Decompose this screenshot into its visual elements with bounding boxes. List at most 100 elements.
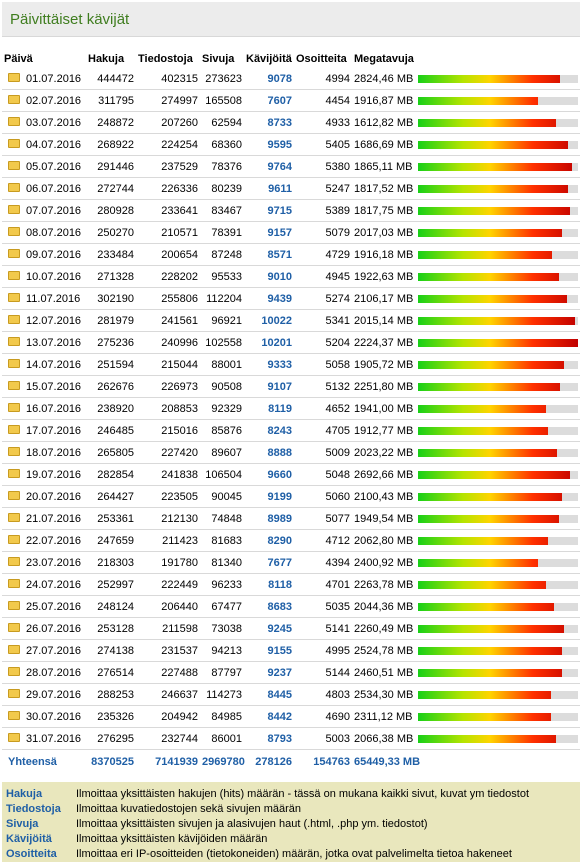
cell-osoitteita: 4652	[294, 397, 352, 420]
cell-sivuja: 94213	[200, 639, 244, 662]
date-text: 11.07.2016	[26, 292, 81, 305]
cell-hakuja: 218303	[86, 551, 136, 574]
cell-kavijoita: 9155	[244, 639, 294, 662]
cell-tiedostoja: 241838	[136, 463, 200, 486]
cell-date: 23.07.2016	[2, 551, 86, 574]
table-row: 01.07.2016 444472 402315 273623 9078 4994 2824…	[2, 68, 580, 90]
traffic-bar	[418, 404, 578, 413]
folder-icon	[8, 183, 20, 193]
cell-date: 22.07.2016	[2, 529, 86, 552]
date-text: 20.07.2016	[26, 490, 82, 503]
cell-sivuja: 114273	[200, 683, 244, 706]
daily-visitors-table: Päivä Hakuja Tiedostoja Sivuja Kävijöitä…	[2, 50, 580, 774]
totals-row: Yhteensä 8370525 7141939 2969780 278126 15476…	[2, 750, 580, 775]
cell-megatavuja: 2015,14 MB	[352, 309, 414, 332]
cell-date: 10.07.2016	[2, 265, 86, 288]
cell-kavijoita: 8119	[244, 397, 294, 420]
cell-bar	[414, 617, 580, 640]
cell-osoitteita: 4712	[294, 529, 352, 552]
cell-date: 06.07.2016	[2, 177, 86, 200]
cell-hakuja: 282854	[86, 463, 136, 486]
date-text: 07.07.2016	[26, 204, 82, 217]
cell-kavijoita: 9245	[244, 617, 294, 640]
cell-osoitteita: 5144	[294, 661, 352, 684]
cell-megatavuja: 1612,82 MB	[352, 111, 414, 134]
traffic-bar-fill	[418, 96, 538, 105]
table-row: 19.07.2016 282854 241838 106504 9660 5048 2692…	[2, 463, 580, 486]
traffic-bar-fill	[418, 448, 558, 457]
date-text: 23.07.2016	[26, 556, 82, 569]
cell-kavijoita: 8683	[244, 595, 294, 618]
folder-icon	[8, 667, 20, 677]
traffic-bar-fill	[418, 514, 559, 523]
table-row: 28.07.2016 276514 227488 87797 9237 5144 2460,…	[2, 661, 580, 684]
cell-megatavuja: 2224,37 MB	[352, 331, 414, 354]
header-osoitteita: Osoitteita	[296, 53, 347, 65]
traffic-bar	[418, 294, 578, 303]
cell-osoitteita: 5035	[294, 595, 352, 618]
traffic-bar-fill	[418, 316, 575, 325]
traffic-bar	[418, 338, 578, 347]
cell-osoitteita: 4729	[294, 243, 352, 266]
traffic-bar-fill	[418, 558, 538, 567]
table-row: 06.07.2016 272744 226336 80239 9611 5247 1817,…	[2, 177, 580, 200]
cell-kavijoita: 9595	[244, 133, 294, 156]
cell-tiedostoja: 228202	[136, 265, 200, 288]
traffic-bar	[418, 602, 578, 611]
header-hakuja: Hakuja	[88, 53, 125, 65]
date-text: 26.07.2016	[26, 622, 82, 635]
cell-hakuja: 252997	[86, 573, 136, 596]
date-text: 24.07.2016	[26, 578, 82, 591]
cell-megatavuja: 2400,92 MB	[352, 551, 414, 574]
folder-icon	[8, 337, 20, 347]
cell-bar	[414, 463, 580, 486]
date-text: 13.07.2016	[26, 336, 82, 349]
cell-sivuja: 73038	[200, 617, 244, 640]
traffic-bar	[418, 426, 578, 435]
cell-kavijoita: 8118	[244, 573, 294, 596]
cell-osoitteita: 5405	[294, 133, 352, 156]
cell-tiedostoja: 255806	[136, 287, 200, 310]
cell-megatavuja: 1817,52 MB	[352, 177, 414, 200]
cell-bar	[414, 111, 580, 134]
legend-key: Kävijöitä	[6, 833, 52, 845]
cell-osoitteita: 4394	[294, 551, 352, 574]
cell-sivuja: 273623	[200, 68, 244, 90]
cell-sivuja: 84985	[200, 705, 244, 728]
cell-kavijoita: 9660	[244, 463, 294, 486]
page-title-bar: Päivittäiset kävijät	[2, 2, 580, 37]
cell-hakuja: 248124	[86, 595, 136, 618]
cell-date: 11.07.2016	[2, 287, 86, 310]
legend-desc: Ilmoittaa yksittäisten sivujen ja alasiv…	[76, 818, 428, 830]
date-text: 27.07.2016	[26, 644, 82, 657]
cell-kavijoita: 8243	[244, 419, 294, 442]
folder-icon	[8, 249, 20, 259]
traffic-bar	[418, 580, 578, 589]
cell-megatavuja: 1817,75 MB	[352, 199, 414, 222]
folder-icon	[8, 645, 20, 655]
table-row: 02.07.2016 311795 274997 165508 7607 4454 1916…	[2, 89, 580, 112]
table-row: 16.07.2016 238920 208853 92329 8119 4652 1941,…	[2, 397, 580, 420]
cell-date: 13.07.2016	[2, 331, 86, 354]
cell-kavijoita: 8290	[244, 529, 294, 552]
cell-megatavuja: 2263,78 MB	[352, 573, 414, 596]
cell-bar	[414, 309, 580, 332]
table-row: 25.07.2016 248124 206440 67477 8683 5035 2044,…	[2, 595, 580, 618]
cell-date: 25.07.2016	[2, 595, 86, 618]
cell-date: 08.07.2016	[2, 221, 86, 244]
cell-kavijoita: 9157	[244, 221, 294, 244]
table-row: 22.07.2016 247659 211423 81683 8290 4712 2062,…	[2, 529, 580, 552]
cell-date: 14.07.2016	[2, 353, 86, 376]
date-text: 30.07.2016	[26, 710, 82, 723]
cell-kavijoita: 9237	[244, 661, 294, 684]
date-text: 02.07.2016	[26, 94, 82, 107]
date-text: 14.07.2016	[26, 358, 82, 371]
traffic-bar-fill	[418, 646, 562, 655]
date-text: 06.07.2016	[26, 182, 82, 195]
date-text: 29.07.2016	[26, 688, 82, 701]
folder-icon	[8, 579, 20, 589]
cell-kavijoita: 8442	[244, 705, 294, 728]
traffic-bar-fill	[418, 492, 562, 501]
cell-date: 15.07.2016	[2, 375, 86, 398]
traffic-bar-fill	[418, 140, 569, 149]
